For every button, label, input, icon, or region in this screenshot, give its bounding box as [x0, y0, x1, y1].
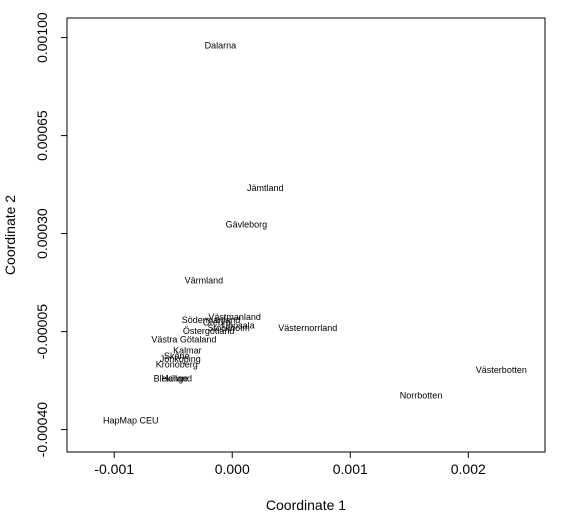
point-label: Södermanland — [182, 315, 241, 325]
y-axis-title: Coordinate 2 — [2, 195, 18, 275]
point-label: HapMap CEU — [103, 416, 159, 426]
y-tick-label: 0.00030 — [34, 208, 50, 259]
point-label: Halland — [161, 374, 192, 384]
point-label: Norrbotten — [400, 390, 443, 400]
x-tick-label: 0.002 — [451, 461, 486, 477]
point-label: Uppsala — [222, 320, 255, 330]
point-label: Skåne — [164, 351, 190, 361]
point-label: Västra Götaland — [151, 334, 216, 344]
point-label: Blekinge — [154, 374, 189, 384]
y-tick-label: -0.00005 — [34, 304, 50, 359]
x-tick-label: 0.000 — [215, 461, 250, 477]
point-label: Dalarna — [205, 40, 237, 50]
y-tick-label: 0.00100 — [34, 12, 50, 63]
point-label: Värmland — [185, 276, 224, 286]
y-tick-label: 0.00065 — [34, 110, 50, 161]
point-label: Västmanland — [208, 312, 261, 322]
point-labels: Dalarna Jämtland Gävleborg Värmland Västmanl… — [103, 40, 527, 425]
point-label: Jämtland — [247, 183, 284, 193]
point-label: Örebro — [203, 318, 231, 328]
point-label: Västernorrland — [278, 323, 337, 333]
point-label: Kalmar — [173, 346, 202, 356]
point-label: Jönköping — [160, 354, 201, 364]
x-axis-title: Coordinate 1 — [266, 497, 346, 513]
point-label: Stockholm — [208, 323, 250, 333]
y-tick-label: -0.00040 — [34, 402, 50, 457]
x-tick-label: 0.001 — [333, 461, 368, 477]
point-label: Gävleborg — [226, 220, 268, 230]
point-label: Östergötland — [183, 326, 235, 336]
x-axis: -0.001 0.000 0.001 0.002 — [94, 452, 486, 477]
point-label: Västerbotten — [476, 365, 527, 375]
point-label: Kronoberg — [156, 360, 198, 370]
y-axis: 0.00100 0.00065 0.00030 -0.00005 -0.00040 — [34, 12, 67, 457]
x-tick-label: -0.001 — [94, 461, 134, 477]
plot-frame — [66, 17, 546, 453]
